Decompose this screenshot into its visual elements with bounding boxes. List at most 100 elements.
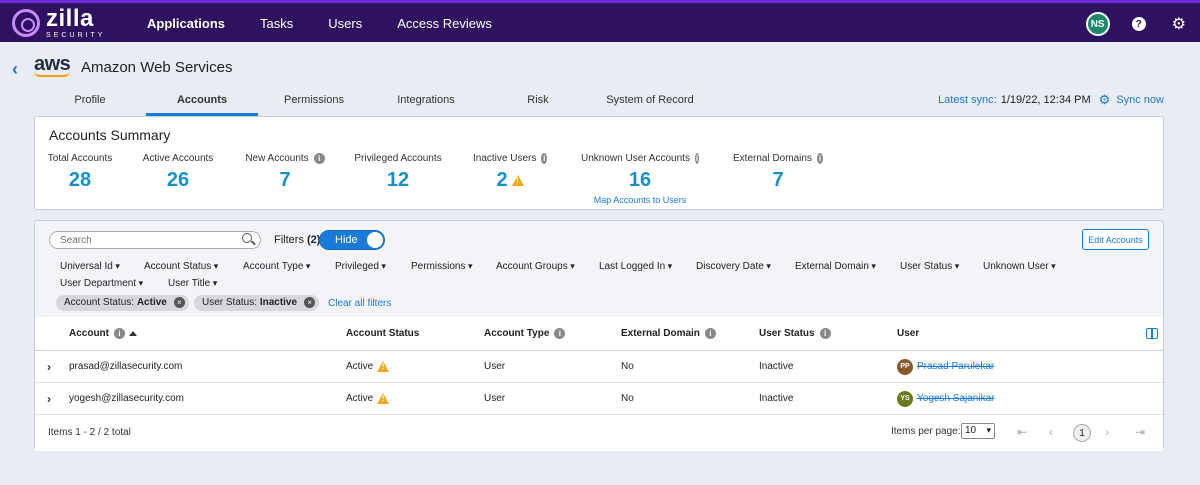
column-settings[interactable]: [1146, 317, 1158, 350]
brand-tagline: SECURITY: [46, 32, 106, 39]
search-input[interactable]: [50, 232, 230, 249]
stat-unknown-user-accounts: Unknown User Accounts i 16 Map Accounts t…: [581, 153, 699, 205]
filter-discovery-date[interactable]: Discovery Date: [696, 261, 771, 272]
tab-risk[interactable]: Risk: [527, 94, 549, 106]
columns-icon[interactable]: [1146, 328, 1158, 339]
toggle-label: Hide: [335, 234, 358, 246]
stat-value[interactable]: 2: [496, 169, 508, 191]
info-icon[interactable]: i: [554, 328, 566, 339]
map-accounts-link[interactable]: Map Accounts to Users: [593, 195, 687, 205]
nav-access-reviews[interactable]: Access Reviews: [397, 16, 492, 31]
clear-all-filters-link[interactable]: Clear all filters: [328, 298, 392, 309]
filter-user-title[interactable]: User Title: [168, 278, 217, 289]
stat-value[interactable]: 28: [68, 169, 92, 191]
user-status: Inactive: [759, 393, 794, 404]
zilla-logo-icon: [12, 9, 40, 37]
search-icon[interactable]: [242, 233, 252, 243]
stat-label: New Accounts: [245, 153, 309, 164]
first-page-icon[interactable]: ⇤: [1017, 425, 1028, 439]
filter-user-status[interactable]: User Status: [900, 261, 959, 272]
edit-accounts-button[interactable]: Edit Accounts: [1082, 229, 1149, 250]
remove-filter-icon[interactable]: ×: [304, 297, 316, 308]
tab-accounts[interactable]: Accounts: [146, 86, 258, 116]
account-status: Active: [346, 383, 390, 414]
filters-hide-toggle[interactable]: Hide: [319, 230, 385, 250]
filter-chip-account-status: Account Status: Active ×: [56, 295, 189, 311]
info-icon[interactable]: i: [819, 328, 831, 339]
stat-label: External Domains: [733, 153, 812, 164]
filter-last-logged-in[interactable]: Last Logged In: [599, 261, 672, 272]
sort-ascending-icon[interactable]: [129, 331, 137, 336]
info-icon[interactable]: i: [541, 153, 547, 164]
stat-value[interactable]: 7: [279, 169, 291, 191]
filter-account-status[interactable]: Account Status: [144, 261, 218, 272]
summary-title: Accounts Summary: [49, 127, 171, 143]
info-icon[interactable]: i: [313, 153, 325, 164]
stat-value[interactable]: 7: [772, 169, 784, 191]
filter-user-department[interactable]: User Department: [60, 278, 143, 289]
stat-label: Privileged Accounts: [354, 153, 442, 164]
tab-permissions[interactable]: Permissions: [284, 94, 344, 106]
tab-profile[interactable]: Profile: [74, 94, 106, 106]
status-text: Active: [346, 361, 374, 372]
col-user[interactable]: User: [897, 317, 919, 350]
col-user-status[interactable]: User Status i: [759, 317, 831, 350]
info-icon[interactable]: i: [694, 153, 699, 164]
info-icon[interactable]: i: [704, 328, 716, 339]
stat-value[interactable]: 26: [166, 169, 190, 191]
prev-page-icon[interactable]: ‹: [1049, 425, 1053, 439]
filter-unknown-user[interactable]: Unknown User: [983, 261, 1056, 272]
col-label: External Domain: [621, 328, 700, 339]
remove-filter-icon[interactable]: ×: [173, 297, 185, 308]
settings-gear-icon[interactable]: ⚙: [1171, 16, 1186, 33]
accounts-table: Account i Account Status Account Type i …: [35, 317, 1163, 451]
user-avatar[interactable]: NS: [1085, 12, 1110, 36]
accounts-panel: Filters (2) Hide Edit Accounts Universal…: [34, 220, 1164, 451]
user-avatar: YS: [897, 390, 913, 407]
filter-universal-id[interactable]: Universal Id: [60, 261, 120, 272]
filters-count: (2): [307, 234, 321, 246]
col-account-status[interactable]: Account Status: [346, 317, 419, 350]
stat-label: Inactive Users: [473, 153, 537, 164]
zilla-logo[interactable]: zilla SECURITY: [12, 7, 105, 39]
sync-gear-icon[interactable]: ⚙: [1098, 92, 1111, 107]
back-chevron-icon[interactable]: ‹: [12, 59, 18, 79]
items-per-page-select[interactable]: 10: [961, 423, 995, 439]
user-name-link[interactable]: Yogesh Sajanikar: [917, 393, 995, 404]
expand-chevron-icon[interactable]: ›: [47, 391, 51, 406]
user-cell: PP Prasad Parulekar: [897, 351, 994, 382]
next-page-icon[interactable]: ›: [1105, 425, 1109, 439]
tab-system-of-record[interactable]: System of Record: [606, 94, 694, 106]
last-page-icon[interactable]: ⇥: [1135, 425, 1146, 439]
filter-permissions[interactable]: Permissions: [411, 261, 473, 272]
user-name-link[interactable]: Prasad Parulekar: [917, 361, 995, 372]
warning-icon: [377, 393, 390, 404]
col-account-type[interactable]: Account Type i: [484, 317, 566, 350]
nav-tasks[interactable]: Tasks: [260, 16, 294, 31]
filter-external-domain[interactable]: External Domain: [795, 261, 876, 272]
aws-logo-text: aws: [34, 53, 71, 75]
stat-value[interactable]: 12: [386, 169, 410, 191]
search-box: [49, 231, 261, 249]
col-label: Account: [69, 328, 109, 339]
nav-users[interactable]: Users: [328, 16, 363, 31]
expand-chevron-icon[interactable]: ›: [47, 359, 51, 374]
nav-applications[interactable]: Applications: [147, 16, 226, 31]
filter-chip-user-status: User Status: Inactive ×: [194, 295, 320, 311]
tab-integrations[interactable]: Integrations: [397, 94, 455, 106]
info-icon[interactable]: i: [816, 153, 823, 164]
stat-value[interactable]: 16: [628, 169, 652, 191]
filter-account-type[interactable]: Account Type: [243, 261, 310, 272]
sync-now-link[interactable]: Sync now: [1116, 94, 1164, 106]
table-row[interactable]: › prasad@zillasecurity.com Active User N…: [35, 351, 1163, 383]
col-external-domain[interactable]: External Domain i: [621, 317, 716, 350]
filter-privileged[interactable]: Privileged: [335, 261, 386, 272]
filter-account-groups[interactable]: Account Groups: [496, 261, 575, 272]
current-page[interactable]: 1: [1073, 424, 1091, 442]
user-avatar: PP: [897, 358, 913, 375]
col-account[interactable]: Account i: [69, 317, 137, 350]
aws-smile-icon: [34, 71, 70, 77]
info-icon[interactable]: i: [114, 328, 125, 339]
help-icon[interactable]: ?: [1131, 17, 1146, 31]
table-row[interactable]: › yogesh@zillasecurity.com Active User N…: [35, 383, 1163, 415]
